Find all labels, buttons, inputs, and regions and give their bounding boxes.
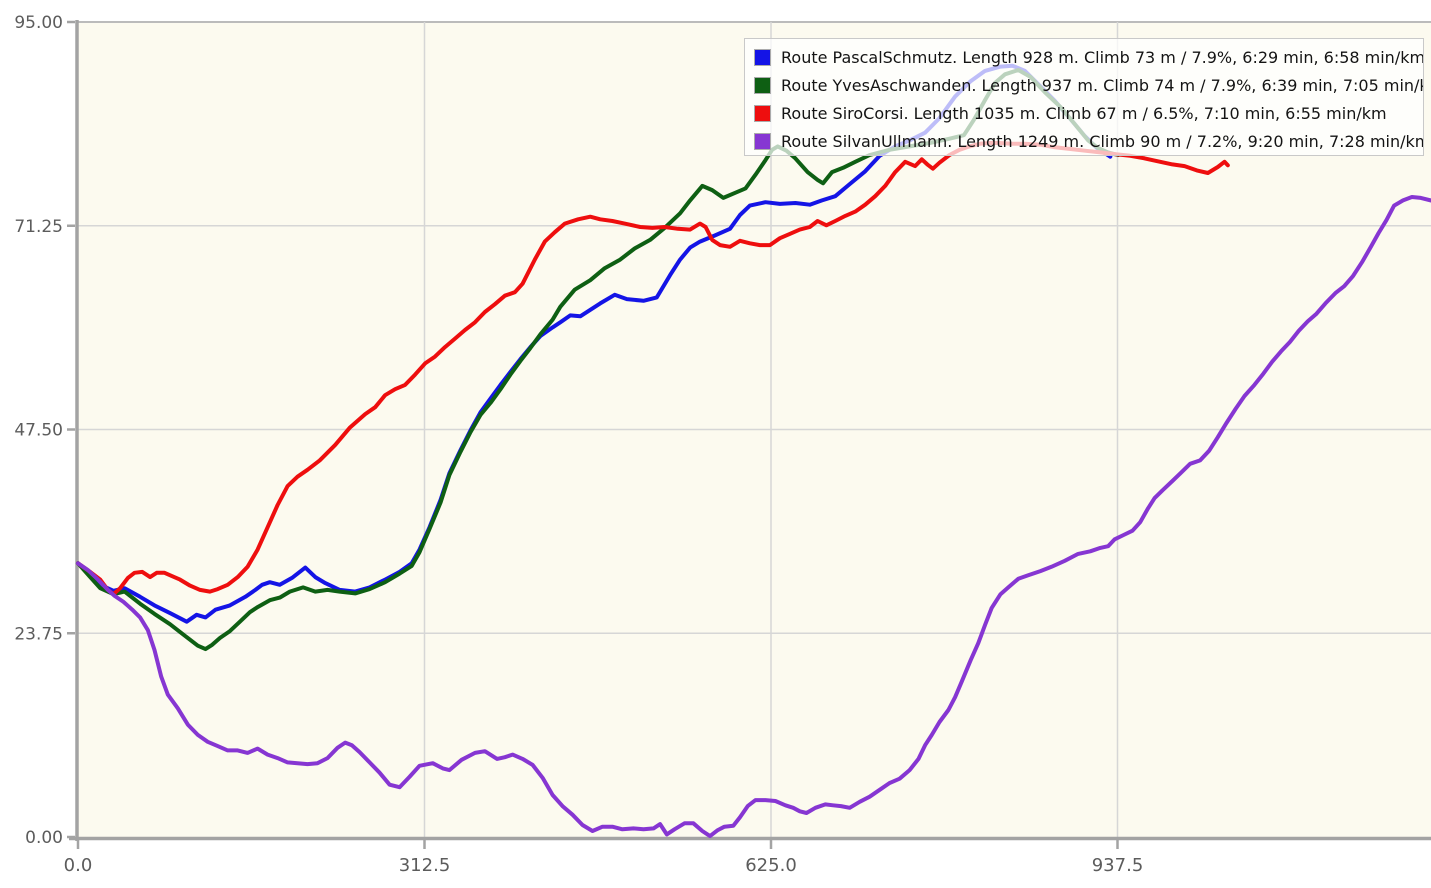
chart-legend: Route PascalSchmutz. Length 928 m. Climb… <box>744 38 1424 156</box>
y-tick-label: 0.00 <box>25 828 63 848</box>
legend-item-sirocorsi: Route SiroCorsi. Length 1035 m. Climb 67… <box>753 99 1423 127</box>
x-tick-label: 312.5 <box>399 855 451 876</box>
legend-label: Route SiroCorsi. Length 1035 m. Climb 67… <box>781 103 1387 123</box>
x-tick-label: 937.5 <box>1092 855 1144 876</box>
y-tick-label: 47.50 <box>14 421 63 441</box>
legend-swatch-green-icon <box>754 76 771 94</box>
legend-label: Route SilvanUllmann. Length 1249 m. Clim… <box>781 131 1423 151</box>
y-tick-label: 95.00 <box>14 13 63 33</box>
y-tick-label: 71.25 <box>14 217 63 237</box>
x-tick-label: 0.0 <box>64 855 93 876</box>
x-tick-label: 625.0 <box>745 855 797 876</box>
legend-item-yvesaschwanden: Route YvesAschwanden. Length 937 m. Clim… <box>753 71 1423 99</box>
legend-swatch-purple-icon <box>754 132 771 150</box>
legend-swatch-red-icon <box>754 104 771 122</box>
legend-item-silvanullmann: Route SilvanUllmann. Length 1249 m. Clim… <box>753 127 1423 155</box>
legend-label: Route PascalSchmutz. Length 928 m. Climb… <box>781 47 1423 67</box>
series-line-silvanullmann <box>76 195 1431 839</box>
legend-label: Route YvesAschwanden. Length 937 m. Clim… <box>781 75 1423 95</box>
legend-item-pascalschmutz: Route PascalSchmutz. Length 928 m. Climb… <box>753 43 1423 71</box>
legend-swatch-blue-icon <box>754 48 771 66</box>
y-tick-label: 23.75 <box>14 624 63 644</box>
